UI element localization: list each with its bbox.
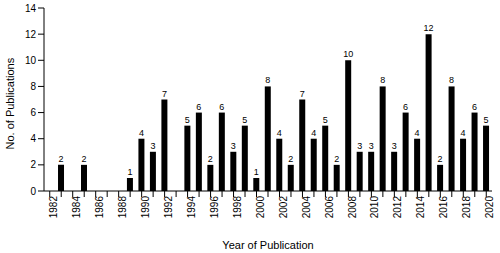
svg-text:12: 12 <box>424 23 434 33</box>
svg-text:2006: 2006 <box>324 196 335 219</box>
svg-text:2004: 2004 <box>301 196 312 219</box>
svg-text:10: 10 <box>25 55 37 66</box>
svg-text:7: 7 <box>300 89 305 99</box>
svg-text:4: 4 <box>139 128 144 138</box>
svg-text:6: 6 <box>30 107 36 118</box>
svg-text:5: 5 <box>323 115 328 125</box>
svg-text:2: 2 <box>208 154 213 164</box>
svg-text:2008: 2008 <box>347 196 358 219</box>
svg-text:10: 10 <box>343 49 353 59</box>
svg-text:2018: 2018 <box>461 196 472 219</box>
svg-text:3: 3 <box>150 141 155 151</box>
svg-text:2: 2 <box>334 154 339 164</box>
svg-text:8: 8 <box>30 81 36 92</box>
svg-text:2: 2 <box>81 154 86 164</box>
svg-text:1982: 1982 <box>48 196 59 219</box>
svg-text:5: 5 <box>185 115 190 125</box>
svg-text:14: 14 <box>25 3 37 14</box>
svg-text:Year of Publication: Year of Publication <box>222 239 313 251</box>
svg-text:8: 8 <box>449 75 454 85</box>
svg-text:3: 3 <box>369 141 374 151</box>
svg-text:1986: 1986 <box>94 196 105 219</box>
svg-text:4: 4 <box>311 128 316 138</box>
svg-text:No. of Publications: No. of Publications <box>8 57 16 149</box>
svg-text:2012: 2012 <box>392 196 403 219</box>
svg-text:4: 4 <box>277 128 282 138</box>
svg-text:2016: 2016 <box>438 196 449 219</box>
svg-text:3: 3 <box>392 141 397 151</box>
svg-text:0: 0 <box>30 186 36 197</box>
svg-text:6: 6 <box>219 102 224 112</box>
svg-text:4: 4 <box>415 128 420 138</box>
svg-text:1990: 1990 <box>140 196 151 219</box>
svg-text:5: 5 <box>484 115 489 125</box>
svg-text:1988: 1988 <box>117 196 128 219</box>
svg-text:2: 2 <box>438 154 443 164</box>
svg-text:2: 2 <box>30 159 36 170</box>
svg-text:2000: 2000 <box>255 196 266 219</box>
svg-text:7: 7 <box>162 89 167 99</box>
svg-text:12: 12 <box>25 29 37 40</box>
svg-text:2: 2 <box>288 154 293 164</box>
svg-text:1994: 1994 <box>186 196 197 219</box>
svg-text:1984: 1984 <box>71 196 82 219</box>
svg-text:6: 6 <box>472 102 477 112</box>
svg-text:6: 6 <box>196 102 201 112</box>
svg-text:2: 2 <box>59 154 64 164</box>
svg-text:1992: 1992 <box>163 196 174 219</box>
svg-text:4: 4 <box>461 128 466 138</box>
svg-text:2002: 2002 <box>278 196 289 219</box>
svg-text:2020: 2020 <box>484 196 492 219</box>
svg-text:1: 1 <box>127 167 132 177</box>
svg-text:1998: 1998 <box>232 196 243 219</box>
svg-text:5: 5 <box>242 115 247 125</box>
svg-text:8: 8 <box>265 75 270 85</box>
svg-text:2010: 2010 <box>369 196 380 219</box>
svg-text:1996: 1996 <box>209 196 220 219</box>
svg-text:2014: 2014 <box>415 196 426 219</box>
svg-text:8: 8 <box>380 75 385 85</box>
svg-text:3: 3 <box>357 141 362 151</box>
svg-text:1: 1 <box>254 167 259 177</box>
svg-text:3: 3 <box>231 141 236 151</box>
svg-text:4: 4 <box>30 133 36 144</box>
svg-text:6: 6 <box>403 102 408 112</box>
